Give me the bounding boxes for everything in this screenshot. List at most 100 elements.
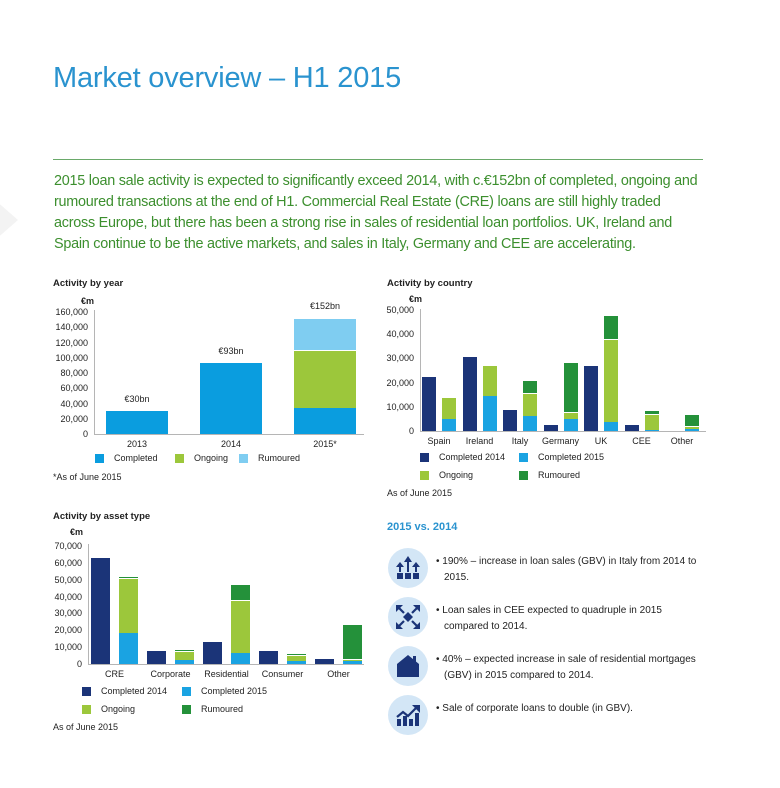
y-axis-unit: €m	[70, 527, 84, 537]
bar-segment-completed-2014	[315, 659, 334, 664]
legend-swatch	[175, 453, 184, 463]
legend-label: Rumoured	[258, 453, 301, 463]
legend-item: Rumoured	[519, 470, 580, 480]
x-tick-label: Ireland	[465, 436, 494, 446]
bar-segment-ongoing	[119, 578, 138, 633]
y-tick-label: 0	[82, 429, 88, 439]
bar-segment-ongoing	[482, 365, 497, 397]
y-tick-label: 20,000	[54, 625, 82, 636]
bar-segment-ongoing	[523, 392, 537, 416]
bar-total-label: €30bn	[124, 394, 150, 405]
legend-swatch	[95, 453, 104, 463]
bar-segment-completed-2014	[543, 424, 558, 431]
y-tick-label: 60,000	[60, 383, 88, 394]
legend-item: Ongoing	[420, 470, 473, 480]
bar-segment-completed-2015	[685, 428, 699, 431]
bar-segment-completed	[106, 411, 168, 434]
bar-segment-rumoured	[523, 380, 537, 393]
bar-segment-completed-2014	[624, 424, 639, 431]
divider	[53, 159, 703, 160]
chart-title: Activity by asset type	[53, 511, 151, 522]
y-tick-label: 30,000	[54, 608, 82, 619]
x-axis	[88, 664, 364, 665]
bar-segment-rumoured	[604, 314, 618, 340]
legend-label: Ongoing	[439, 470, 474, 480]
legend-label: Ongoing	[101, 704, 136, 714]
legend-swatch	[239, 453, 248, 463]
legend-swatch	[420, 470, 429, 480]
y-tick-label: 120,000	[55, 337, 88, 348]
legend-item: Rumoured	[239, 453, 300, 463]
expand-arrows-icon	[388, 597, 428, 637]
y-axis-unit: €m	[81, 296, 95, 306]
fact-item: • Loan sales in CEE expected to quadrupl…	[388, 597, 706, 637]
x-tick-label: CEE	[632, 436, 651, 446]
page-title: Market overview – H1 2015	[53, 62, 401, 94]
x-tick-label: CRE	[104, 669, 124, 679]
y-tick-label: 0	[76, 659, 82, 669]
bar-segment-completed-2015	[523, 415, 537, 431]
x-axis	[420, 431, 706, 432]
bar-segment-completed-2015	[343, 660, 362, 664]
x-tick-label: 2015*	[313, 439, 337, 449]
y-axis	[420, 309, 421, 432]
y-axis	[94, 310, 95, 435]
x-tick-label: Other	[327, 669, 350, 679]
bar-segment-rumoured	[343, 624, 362, 660]
bar-segment-completed-2014	[203, 642, 222, 664]
x-tick-label: 2014	[220, 439, 242, 449]
chart-note: As of June 2015	[53, 722, 119, 732]
legend-item: Rumoured	[182, 704, 243, 714]
bar-segment-rumoured	[644, 409, 659, 414]
bar-segment-ongoing	[231, 599, 250, 654]
bar-segment-completed-2015	[604, 421, 618, 431]
y-tick-label: 80,000	[60, 368, 88, 378]
bar-segment-completed-2014	[503, 410, 517, 431]
bar-segment-completed-2014	[422, 376, 436, 431]
bar-segment-rumoured	[287, 653, 306, 655]
bar-segment-ongoing	[175, 650, 194, 660]
y-tick-label: 0	[408, 426, 414, 436]
legend-label: Completed 2014	[439, 452, 506, 462]
bar-segment-ongoing	[287, 654, 306, 661]
x-tick-label: Germany	[541, 436, 579, 446]
legend-item: Completed 2015	[519, 452, 604, 462]
legend-item: Completed 2014	[82, 686, 167, 696]
y-tick-label: 40,000	[60, 398, 88, 409]
bar-segment-rumoured	[294, 318, 356, 351]
bar-segment-rumoured	[175, 648, 194, 651]
y-tick-label: 100,000	[55, 352, 88, 363]
bar-total-label: €152bn	[309, 301, 341, 312]
legend-swatch	[519, 452, 528, 462]
legend-swatch	[82, 704, 91, 714]
bar-segment-completed-2015	[287, 660, 306, 664]
bar-segment-rumoured	[119, 576, 138, 578]
legend-item: Completed 2015	[182, 686, 267, 696]
fact-text: • 40% – expected increase in sale of res…	[436, 654, 696, 681]
bar-segment-completed-2014	[584, 365, 598, 431]
legend-swatch	[519, 470, 528, 480]
y-tick-label: 50,000	[386, 305, 414, 315]
legend-label: Completed	[114, 453, 158, 463]
bar-segment-completed	[294, 408, 356, 434]
fact-item: • 40% – expected increase in sale of res…	[388, 646, 706, 686]
x-tick-label: Spain	[427, 436, 451, 446]
bar-segment-ongoing	[343, 659, 362, 661]
y-tick-label: 40,000	[54, 591, 82, 602]
legend-label: Rumoured	[201, 704, 244, 714]
x-tick-label: Other	[670, 436, 694, 446]
bar-segment-completed-2015	[482, 396, 497, 431]
y-tick-label: 160,000	[55, 307, 88, 317]
bar-segment-completed-2015	[442, 418, 456, 431]
growth-arrows-icon	[388, 548, 428, 588]
chart-note: As of June 2015	[387, 488, 453, 498]
x-axis	[94, 434, 364, 435]
y-axis	[88, 544, 89, 665]
trend-chart-icon	[388, 695, 428, 735]
bar-segment-rumoured	[685, 413, 699, 426]
y-tick-label: 70,000	[54, 541, 82, 551]
y-tick-label: 50,000	[54, 574, 82, 585]
legend-label: Ongoing	[194, 453, 229, 463]
bar-segment-rumoured	[231, 583, 250, 600]
x-tick-label: 2013	[126, 439, 148, 449]
